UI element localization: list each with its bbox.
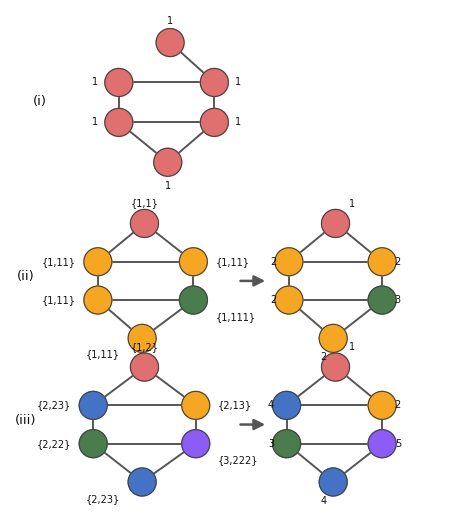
- Text: 4: 4: [321, 496, 327, 506]
- Text: (ii): (ii): [17, 270, 34, 283]
- Text: (iii): (iii): [15, 414, 36, 427]
- Text: 2: 2: [270, 295, 276, 305]
- Text: 1: 1: [92, 78, 98, 87]
- Text: 2: 2: [395, 257, 401, 267]
- Text: 2: 2: [395, 401, 401, 410]
- Text: {1,11}: {1,11}: [86, 349, 120, 359]
- Text: {2,13}: {2,13}: [218, 401, 252, 410]
- Text: 1: 1: [349, 198, 355, 209]
- Text: 4: 4: [268, 401, 274, 410]
- Ellipse shape: [130, 210, 158, 237]
- Text: 5: 5: [395, 439, 401, 448]
- Ellipse shape: [84, 286, 112, 314]
- Text: 1: 1: [164, 181, 171, 191]
- Text: 2: 2: [270, 257, 276, 267]
- Ellipse shape: [275, 286, 303, 314]
- Text: 1: 1: [235, 118, 241, 127]
- Text: 3: 3: [395, 295, 401, 305]
- Text: {2,23}: {2,23}: [86, 494, 120, 504]
- Ellipse shape: [128, 325, 156, 352]
- Ellipse shape: [368, 430, 396, 458]
- Text: {2,23}: {2,23}: [37, 401, 71, 410]
- Ellipse shape: [179, 248, 207, 276]
- Text: {1,2}: {1,2}: [130, 342, 158, 352]
- Ellipse shape: [275, 248, 303, 276]
- Ellipse shape: [200, 69, 228, 96]
- Ellipse shape: [154, 148, 182, 176]
- Ellipse shape: [182, 430, 210, 458]
- Text: (i): (i): [33, 95, 47, 107]
- Text: {1,11}: {1,11}: [42, 257, 76, 267]
- Ellipse shape: [156, 29, 184, 56]
- Ellipse shape: [368, 248, 396, 276]
- Ellipse shape: [179, 286, 207, 314]
- Ellipse shape: [368, 286, 396, 314]
- Text: {2,22}: {2,22}: [37, 439, 71, 448]
- Ellipse shape: [128, 468, 156, 496]
- Text: {3,222}: {3,222}: [218, 455, 258, 466]
- Text: 2: 2: [321, 352, 327, 362]
- Text: {1,1}: {1,1}: [130, 198, 158, 209]
- Ellipse shape: [79, 430, 107, 458]
- Ellipse shape: [105, 69, 133, 96]
- Ellipse shape: [273, 430, 301, 458]
- Ellipse shape: [105, 109, 133, 136]
- Ellipse shape: [182, 392, 210, 419]
- Ellipse shape: [79, 392, 107, 419]
- Ellipse shape: [273, 392, 301, 419]
- Ellipse shape: [368, 392, 396, 419]
- Text: 1: 1: [349, 342, 355, 352]
- Ellipse shape: [130, 353, 158, 381]
- Text: 3: 3: [268, 439, 274, 448]
- Text: {1,11}: {1,11}: [42, 295, 76, 305]
- Ellipse shape: [319, 325, 347, 352]
- Ellipse shape: [200, 109, 228, 136]
- Ellipse shape: [322, 210, 350, 237]
- Ellipse shape: [319, 468, 347, 496]
- Text: {1,11}: {1,11}: [215, 257, 249, 267]
- Ellipse shape: [322, 353, 350, 381]
- Text: 1: 1: [92, 118, 98, 127]
- Ellipse shape: [84, 248, 112, 276]
- Text: 1: 1: [167, 15, 173, 26]
- Text: {1,111}: {1,111}: [215, 312, 255, 322]
- Text: 1: 1: [235, 78, 241, 87]
